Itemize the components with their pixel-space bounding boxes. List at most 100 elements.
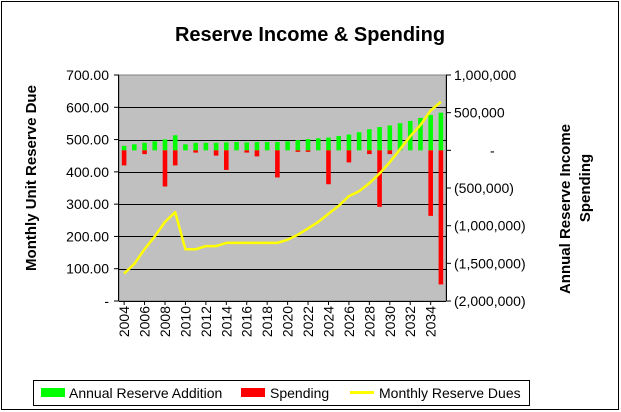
- bar-addition: [223, 142, 229, 151]
- left-axis-title: Monthly Unit Reserve Due: [23, 85, 40, 271]
- bars: [121, 112, 444, 285]
- bar-addition: [244, 142, 250, 151]
- bar-spending: [305, 150, 311, 152]
- bar-spending: [121, 150, 127, 166]
- bar-spending: [367, 150, 372, 155]
- left-axis-ticks: - 100.00 200.00 300.00 400.00 500.00 600.00 700…: [66, 67, 119, 309]
- bar-addition: [326, 137, 331, 151]
- right-axis-title-line1: Annual Reserve Income: [557, 124, 574, 294]
- bar-addition: [356, 132, 362, 151]
- x-tick-label: 2006: [137, 306, 153, 337]
- legend-label-addition: Annual Reserve Addition: [69, 385, 222, 401]
- left-tick-label: 300.00: [66, 196, 109, 212]
- bar-addition: [193, 142, 198, 151]
- left-tick-label: 500.00: [66, 132, 109, 148]
- bar-spending: [438, 150, 444, 285]
- chart-title: Reserve Income & Spending: [175, 24, 445, 46]
- bar-addition: [428, 114, 433, 151]
- x-tick-label: 2030: [382, 306, 398, 337]
- bar-addition: [121, 145, 127, 151]
- bar-spending: [377, 150, 382, 207]
- bar-spending: [223, 150, 229, 170]
- bar-addition: [132, 144, 137, 151]
- x-tick-label: 2008: [157, 306, 173, 337]
- x-tick-label: 2020: [280, 306, 296, 337]
- bar-addition: [336, 136, 342, 151]
- bar-addition: [213, 142, 219, 151]
- bar-addition: [295, 140, 301, 151]
- legend-swatch-addition: [41, 388, 65, 397]
- bar-addition: [203, 142, 209, 151]
- left-tick-label: 600.00: [66, 99, 109, 115]
- x-tick-label: 2018: [259, 306, 275, 337]
- x-tick-label: 2014: [218, 306, 234, 337]
- bar-addition: [346, 134, 352, 151]
- bar-spending: [295, 150, 301, 152]
- bar-spending: [162, 150, 168, 187]
- bar-spending: [428, 150, 433, 216]
- right-tick-label: -: [490, 142, 495, 158]
- bar-spending: [275, 150, 280, 178]
- x-tick-label: 2012: [198, 306, 214, 337]
- bar-addition: [438, 112, 444, 151]
- bar-addition: [367, 129, 372, 151]
- dues-line: [123, 100, 442, 275]
- bar-spending: [326, 150, 331, 185]
- right-tick-label: (1,500,000): [454, 255, 526, 271]
- bar-spending: [142, 150, 147, 155]
- x-tick-label: 2016: [239, 306, 255, 337]
- bar-spending: [346, 150, 352, 163]
- bar-spending: [213, 150, 219, 156]
- bar-spending: [244, 150, 250, 153]
- x-tick-label: 2034: [423, 306, 439, 337]
- legend-label-dues: Monthly Reserve Dues: [379, 385, 521, 401]
- bar-addition: [172, 135, 178, 151]
- legend: Annual Reserve Addition Spending Monthly…: [33, 380, 530, 406]
- bar-addition: [387, 125, 393, 151]
- left-tick-label: -: [104, 293, 109, 309]
- right-axis-title-line2: Spending: [577, 154, 594, 222]
- right-tick-label: 500,000: [454, 105, 505, 121]
- x-tick-label: 2026: [341, 306, 357, 337]
- bar-addition: [254, 142, 260, 151]
- legend-label-spending: Spending: [270, 385, 329, 401]
- right-tick-label: (500,000): [454, 180, 514, 196]
- right-tick-label: 1,000,000: [454, 67, 516, 83]
- bar-addition: [305, 139, 311, 151]
- legend-box: [33, 380, 530, 406]
- plot-area: [118, 74, 447, 302]
- left-tick-label: 100.00: [66, 261, 109, 277]
- right-tick-label: (1,000,000): [454, 218, 526, 234]
- bar-spending: [172, 150, 178, 166]
- x-axis-ticks: 2004 2006 2008 2010 2012 2014 2016 2018 2020 2022…: [116, 301, 446, 337]
- bar-spending: [254, 150, 260, 157]
- x-tick-label: 2028: [361, 306, 377, 337]
- bar-addition: [285, 141, 290, 151]
- bar-addition: [377, 126, 382, 151]
- bar-addition: [234, 142, 239, 151]
- bar-addition: [315, 138, 321, 151]
- x-tick-label: 2010: [177, 306, 193, 337]
- bar-addition: [264, 142, 270, 151]
- bar-addition: [275, 142, 280, 151]
- bar-addition: [183, 144, 188, 151]
- bar-spending: [387, 150, 393, 155]
- bar-addition: [152, 141, 158, 151]
- legend-swatch-spending: [241, 388, 265, 397]
- x-tick-label: 2032: [402, 306, 418, 337]
- left-tick-label: 400.00: [66, 164, 109, 180]
- right-axis-ticks: 1,000,000 500,000 - (500,000) (1,000,000) (1,…: [446, 67, 526, 309]
- bar-addition: [162, 139, 168, 151]
- dues-line-path: [123, 100, 442, 275]
- x-tick-label: 2022: [300, 306, 316, 337]
- left-tick-label: 200.00: [66, 228, 109, 244]
- right-tick-label: (2,000,000): [454, 293, 526, 309]
- bar-addition: [142, 142, 147, 151]
- x-tick-label: 2024: [321, 306, 337, 337]
- bar-addition: [397, 123, 403, 151]
- bar-spending: [193, 150, 198, 153]
- bar-addition: [418, 117, 423, 151]
- x-tick-label: 2004: [116, 306, 132, 337]
